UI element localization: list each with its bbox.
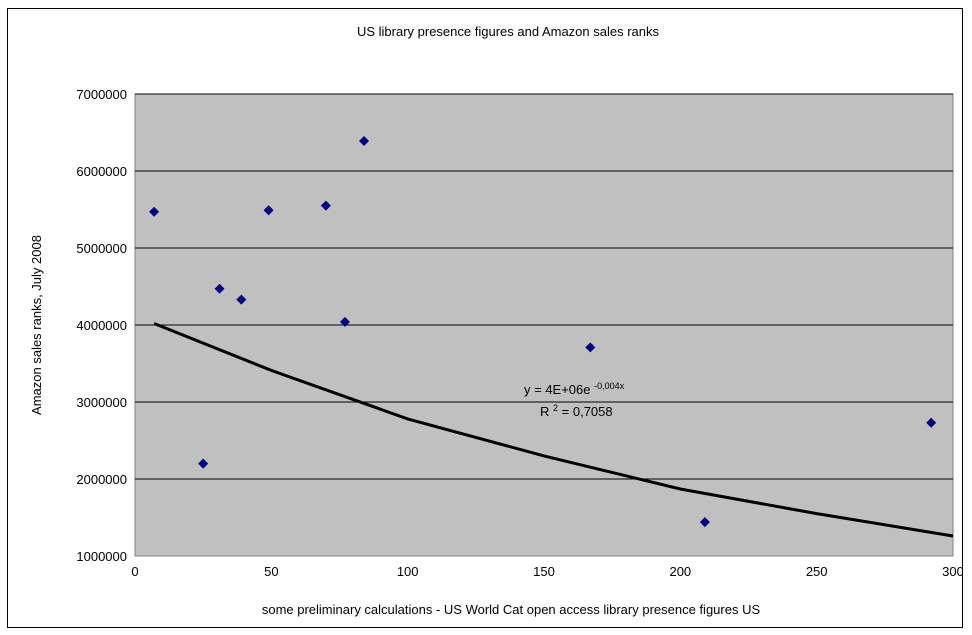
- y-axis-tick-labels: 1000000 2000000 3000000 4000000 5000000 60000…: [76, 87, 127, 564]
- chart-frame: US library presence figures and Amazon s…: [7, 8, 963, 628]
- trendline-equation-exponent: -0,004x: [594, 381, 625, 391]
- data-point-marker: [236, 294, 247, 305]
- gridlines: [135, 93, 953, 480]
- x-tick-label: 300: [942, 564, 962, 579]
- y-tick-label: 4000000: [76, 318, 127, 333]
- chart-title: US library presence figures and Amazon s…: [357, 24, 660, 39]
- data-point-marker: [339, 316, 350, 327]
- data-markers: [149, 135, 937, 528]
- data-point-marker: [149, 206, 160, 217]
- x-axis-label: some preliminary calculations - US World…: [262, 602, 761, 617]
- data-point-marker: [263, 205, 274, 216]
- data-point-marker: [359, 135, 370, 146]
- r-squared-prefix: R: [540, 404, 549, 419]
- data-point-marker: [198, 458, 209, 469]
- x-tick-label: 150: [533, 564, 555, 579]
- x-tick-label: 100: [397, 564, 419, 579]
- x-tick-label: 250: [806, 564, 828, 579]
- x-axis-tick-labels: 0 50 100 150 200 250 300: [131, 564, 962, 579]
- data-point-marker: [699, 517, 710, 528]
- r-squared-value: = 0,7058: [562, 404, 613, 419]
- data-point-marker: [585, 342, 596, 353]
- y-tick-label: 3000000: [76, 395, 127, 410]
- y-axis-label: Amazon sales ranks, July 2008: [29, 235, 44, 415]
- data-point-marker: [320, 200, 331, 211]
- r-squared-superscript: 2: [553, 403, 558, 413]
- y-tick-label: 6000000: [76, 164, 127, 179]
- y-tick-label: 5000000: [76, 241, 127, 256]
- scatter-chart: US library presence figures and Amazon s…: [29, 24, 962, 617]
- x-tick-label: 50: [264, 564, 278, 579]
- y-tick-label: 2000000: [76, 472, 127, 487]
- x-tick-label: 200: [669, 564, 691, 579]
- y-tick-label: 1000000: [76, 549, 127, 564]
- trendline-equation: y = 4E+06e -0,004x: [524, 381, 625, 397]
- trendline-r-squared: R 2 = 0,7058: [540, 403, 613, 419]
- y-tick-label: 7000000: [76, 87, 127, 102]
- trendline-equation-base: y = 4E+06e: [524, 382, 591, 397]
- data-point-marker: [926, 417, 937, 428]
- data-point-marker: [214, 283, 225, 294]
- x-tick-label: 0: [131, 564, 138, 579]
- trendline: [153, 322, 954, 538]
